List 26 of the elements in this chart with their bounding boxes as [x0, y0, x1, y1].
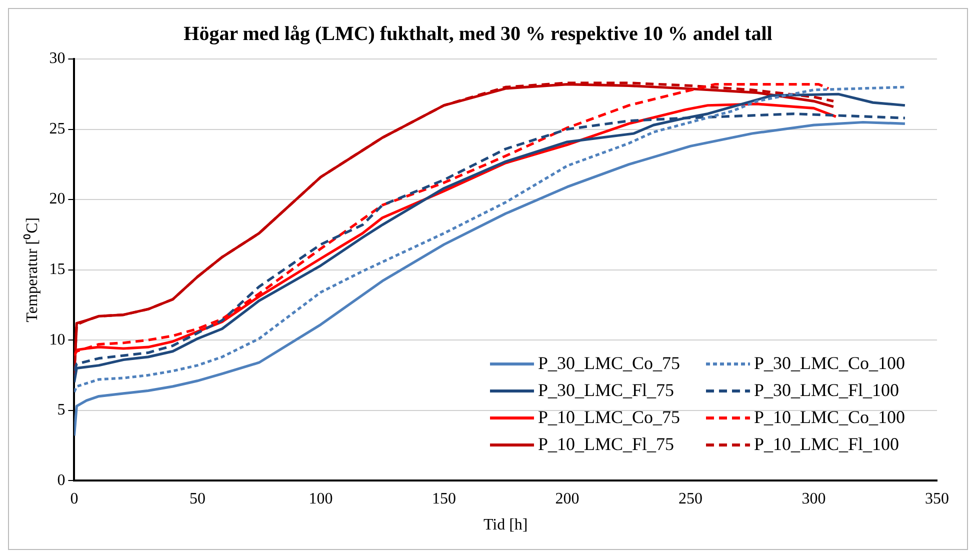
y-tick-label: 5 — [57, 402, 66, 419]
y-tick-label: 15 — [49, 261, 66, 278]
x-tick-label: 50 — [189, 490, 206, 508]
legend-label: P_30_LMC_Co_75 — [538, 352, 680, 375]
legend-label: P_30_LMC_Co_100 — [754, 352, 905, 375]
x-tick-label: 350 — [925, 490, 949, 508]
x-tick-label: 150 — [432, 490, 456, 508]
y-tick-label: 25 — [49, 120, 66, 138]
legend-label: P_10_LMC_Co_100 — [754, 406, 905, 429]
x-tick-label: 250 — [678, 490, 702, 508]
x-tick-label: 300 — [802, 490, 826, 508]
x-tick-label: 0 — [70, 490, 78, 508]
y-tick-label: 10 — [49, 331, 66, 348]
legend-label: P_10_LMC_Fl_75 — [538, 433, 674, 456]
y-tick-label: 30 — [49, 50, 66, 68]
legend-label: P_30_LMC_Fl_100 — [754, 379, 899, 402]
y-tick-label: 0 — [57, 472, 66, 489]
x-axis-title: Tid [h] — [483, 516, 528, 534]
y-tick-label: 20 — [49, 190, 66, 208]
legend-label: P_30_LMC_Fl_75 — [538, 379, 674, 402]
chart-title: Högar med låg (LMC) fukthalt, med 30 % respektive 10 % andel tall — [184, 23, 773, 46]
legend-label: P_10_LMC_Fl_100 — [754, 433, 899, 456]
x-tick-label: 100 — [308, 490, 333, 508]
x-tick-label: 200 — [555, 490, 580, 508]
y-axis-title: Temperatur [⁰C] — [22, 217, 41, 322]
legend-label: P_10_LMC_Co_75 — [538, 406, 680, 429]
